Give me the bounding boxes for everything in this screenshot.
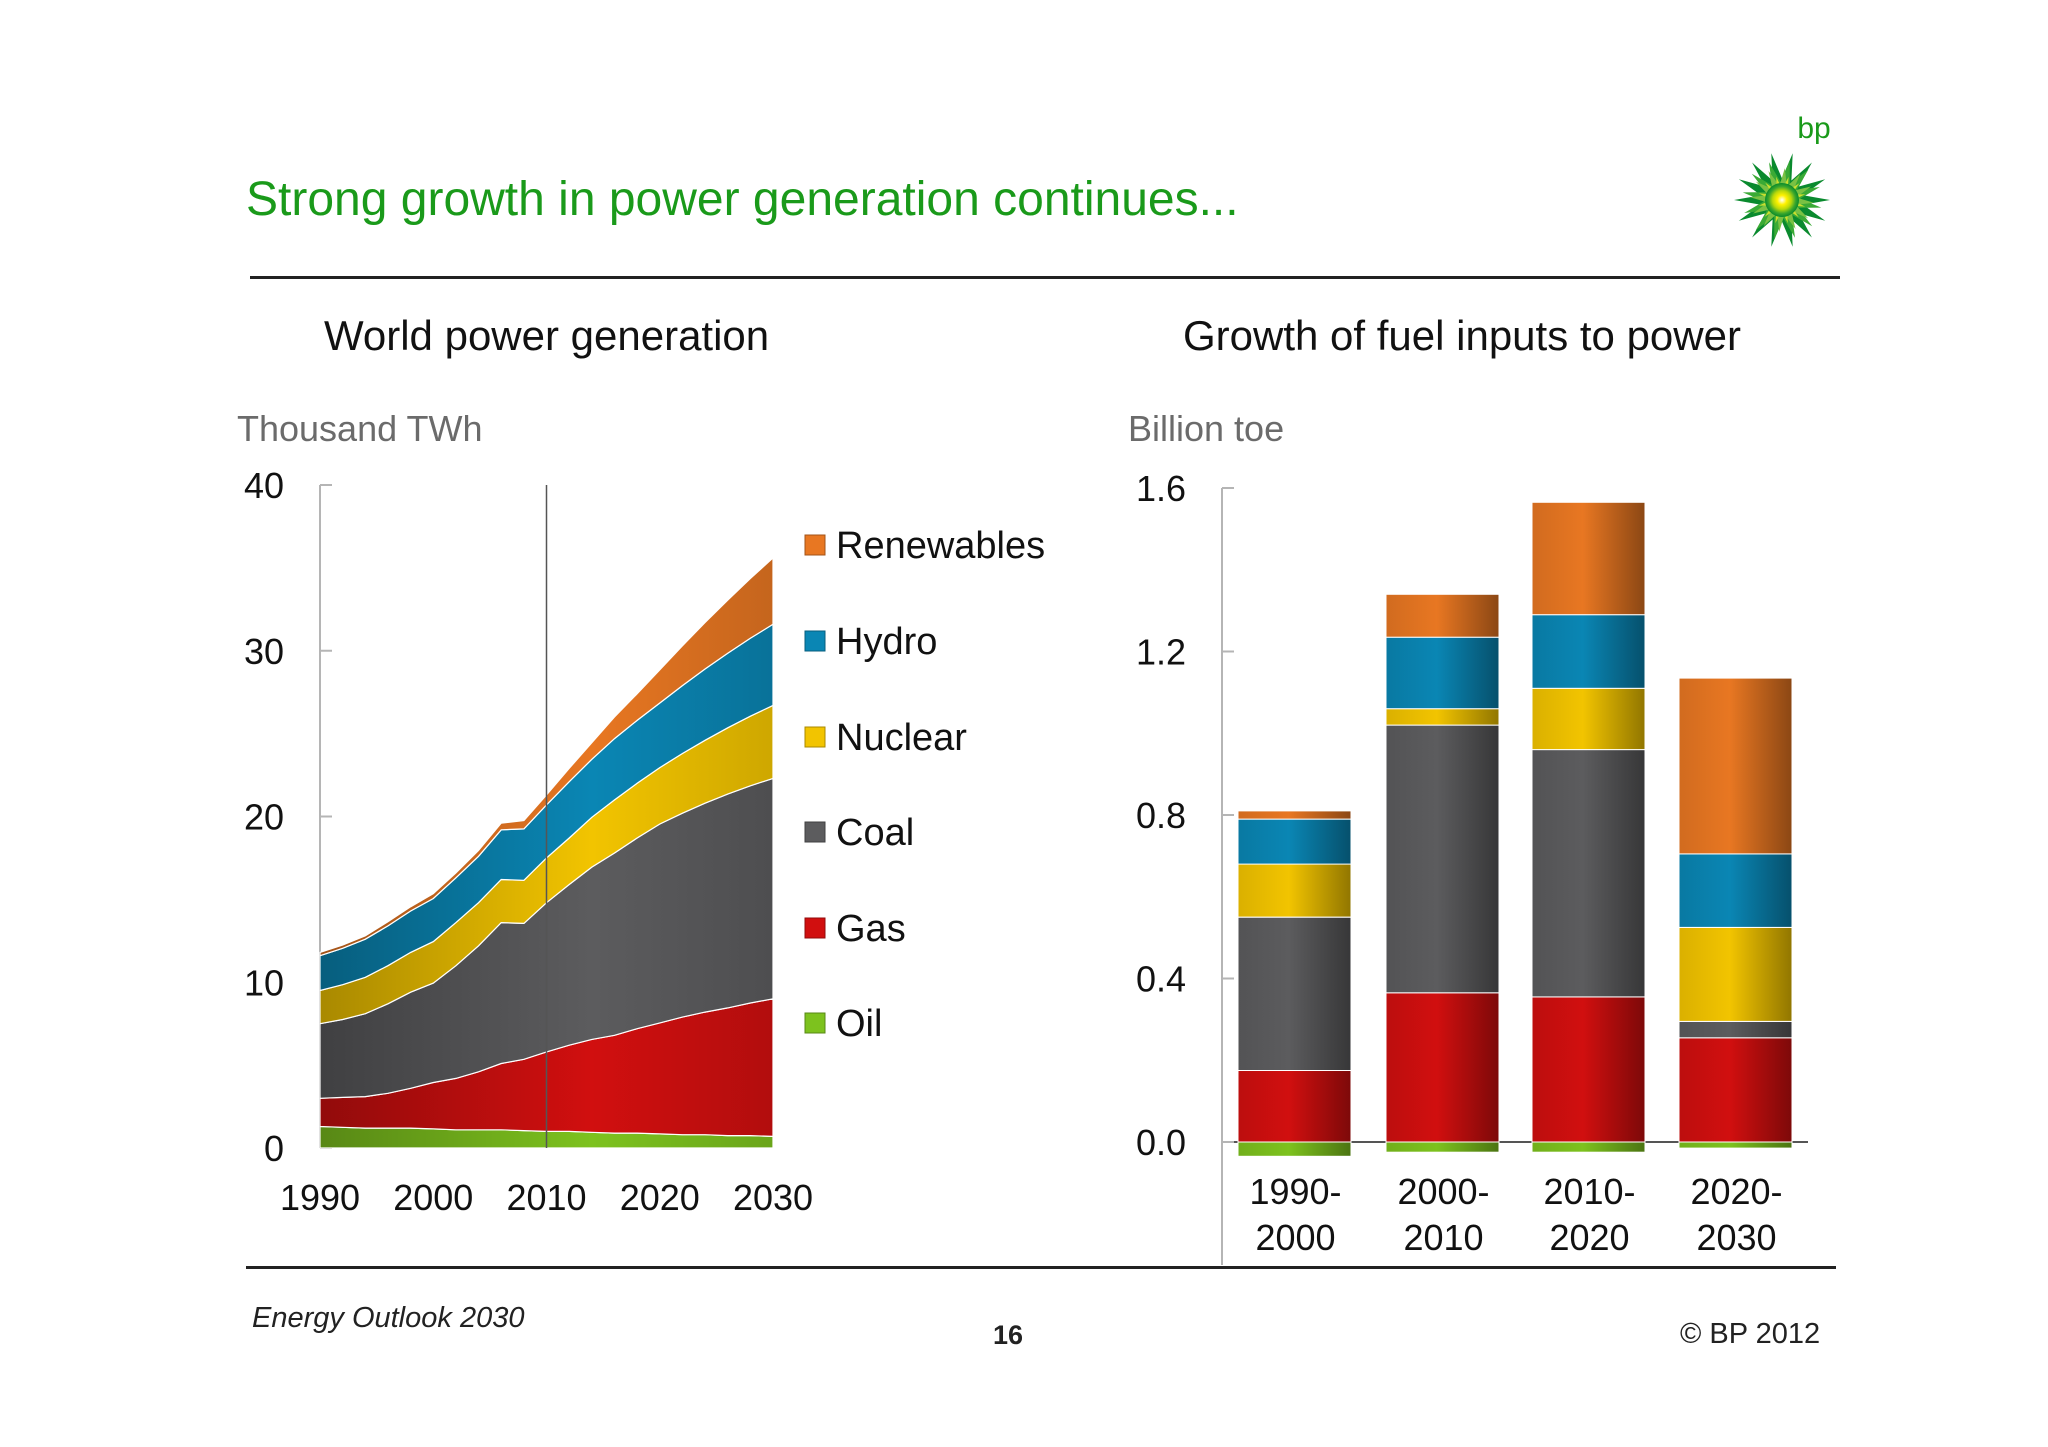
left-chart-unit: Thousand TWh — [237, 408, 483, 449]
right-y-tick-label: 1.6 — [1136, 468, 1186, 509]
bp-logo: bp — [1720, 108, 1840, 258]
page-number: 16 — [993, 1320, 1024, 1350]
legend-label-nuclear: Nuclear — [836, 717, 967, 759]
bar-renewables — [1531, 501, 1646, 616]
right-chart-unit: Billion toe — [1128, 408, 1285, 449]
left-y-tick-label: 0 — [264, 1128, 284, 1169]
legend-label-coal: Coal — [836, 812, 914, 854]
bar-nuclear — [1385, 708, 1500, 726]
left-x-tick-label: 2010 — [506, 1177, 586, 1218]
legend-label-oil: Oil — [836, 1003, 882, 1045]
right-x-tick-label: 2030 — [1696, 1217, 1776, 1258]
bar-gas — [1385, 992, 1500, 1143]
bp-logo-text: bp — [1797, 112, 1830, 145]
left-chart-title: World power generation — [324, 312, 770, 359]
copyright: © BP 2012 — [1680, 1318, 1821, 1350]
right-y-tick-label: 1.2 — [1136, 632, 1186, 673]
bar-gas — [1678, 1037, 1793, 1143]
bottom-rule — [246, 1266, 1836, 1269]
right-x-tick-label: 2010 — [1403, 1217, 1483, 1258]
left-x-tick-label: 2000 — [393, 1177, 473, 1218]
bar-renewables — [1678, 677, 1793, 855]
bar-oil — [1531, 1141, 1646, 1153]
bar-renewables — [1385, 593, 1500, 638]
legend-label-renewables: Renewables — [836, 525, 1045, 567]
legend-label-gas: Gas — [836, 908, 906, 950]
left-y-tick-label: 30 — [244, 631, 284, 672]
bar-hydro — [1385, 636, 1500, 710]
left-y-tick-label: 40 — [244, 465, 284, 506]
legend-swatch-coal — [804, 821, 826, 843]
legend-swatch-nuclear — [804, 726, 826, 748]
top-rule — [250, 276, 1840, 279]
left-x-tick-label: 2020 — [620, 1177, 700, 1218]
right-chart-title: Growth of fuel inputs to power — [1183, 312, 1741, 359]
right-x-tick-label: 1990- — [1249, 1171, 1341, 1212]
right-x-tick-label: 2000- — [1397, 1171, 1489, 1212]
bar-renewables — [1237, 810, 1352, 820]
bar-gas — [1531, 996, 1646, 1143]
legend-swatch-oil — [804, 1012, 826, 1034]
legend-swatch-hydro — [804, 630, 826, 652]
right-x-tick-label: 2000 — [1255, 1217, 1335, 1258]
legend-swatch-gas — [804, 917, 826, 939]
bar-coal — [1237, 916, 1352, 1072]
bar-nuclear — [1678, 926, 1793, 1022]
left-x-tick-label: 1990 — [280, 1177, 360, 1218]
helios-center — [1765, 183, 1799, 217]
bar-nuclear — [1237, 863, 1352, 918]
bar-hydro — [1678, 853, 1793, 928]
right-x-tick-label: 2020- — [1690, 1171, 1782, 1212]
right-y-tick-label: 0.8 — [1136, 795, 1186, 836]
legend-swatch-renewables — [804, 534, 826, 556]
bar-gas — [1237, 1070, 1352, 1143]
bar-coal — [1385, 724, 1500, 994]
right-y-tick-label: 0.4 — [1136, 959, 1186, 1000]
bar-coal — [1531, 749, 1646, 998]
bar-coal — [1678, 1020, 1793, 1039]
left-y-tick-label: 20 — [244, 797, 284, 838]
bar-hydro — [1237, 818, 1352, 865]
slide-title: Strong growth in power generation contin… — [246, 173, 1239, 226]
right-y-tick-label: 0.0 — [1136, 1122, 1186, 1163]
bar-oil — [1678, 1141, 1793, 1149]
bar-oil — [1385, 1141, 1500, 1153]
area-renewables — [319, 556, 774, 957]
legend-label-hydro: Hydro — [836, 621, 937, 663]
right-x-tick-label: 2020 — [1549, 1217, 1629, 1258]
bar-hydro — [1531, 614, 1646, 689]
bar-nuclear — [1531, 687, 1646, 751]
left-x-tick-label: 2030 — [733, 1177, 813, 1218]
right-x-tick-label: 2010- — [1543, 1171, 1635, 1212]
footer-source: Energy Outlook 2030 — [252, 1302, 525, 1334]
bar-oil — [1237, 1141, 1352, 1157]
left-y-tick-label: 10 — [244, 962, 284, 1003]
